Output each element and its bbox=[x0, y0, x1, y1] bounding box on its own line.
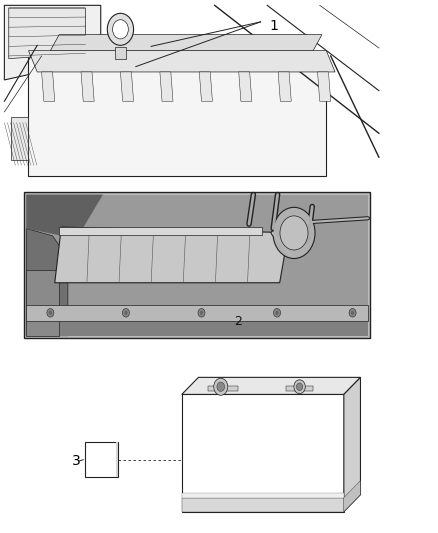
Polygon shape bbox=[160, 72, 173, 101]
Circle shape bbox=[122, 309, 130, 317]
Circle shape bbox=[217, 382, 225, 391]
Circle shape bbox=[198, 309, 205, 317]
Circle shape bbox=[294, 380, 305, 394]
Polygon shape bbox=[50, 35, 322, 51]
Bar bbox=[26, 270, 59, 336]
Polygon shape bbox=[55, 227, 289, 282]
Polygon shape bbox=[344, 481, 360, 512]
Polygon shape bbox=[42, 72, 55, 101]
Circle shape bbox=[124, 311, 128, 315]
Polygon shape bbox=[9, 8, 85, 59]
Polygon shape bbox=[278, 72, 291, 101]
Bar bbox=[116, 442, 118, 477]
Circle shape bbox=[351, 311, 354, 315]
Text: 3: 3 bbox=[72, 454, 81, 468]
Bar bbox=[11, 117, 28, 160]
Bar bbox=[24, 192, 370, 338]
Bar bbox=[26, 318, 368, 336]
Polygon shape bbox=[318, 72, 331, 101]
Circle shape bbox=[280, 216, 308, 250]
Text: 2: 2 bbox=[234, 315, 242, 328]
Circle shape bbox=[273, 207, 315, 259]
Circle shape bbox=[275, 311, 279, 315]
Circle shape bbox=[349, 309, 356, 317]
Bar bbox=[182, 498, 344, 512]
Polygon shape bbox=[120, 72, 134, 101]
Circle shape bbox=[49, 311, 52, 315]
Polygon shape bbox=[26, 229, 68, 336]
Polygon shape bbox=[239, 72, 252, 101]
Bar bbox=[28, 51, 326, 176]
Bar bbox=[26, 305, 368, 321]
Polygon shape bbox=[81, 72, 94, 101]
Circle shape bbox=[107, 13, 134, 45]
Circle shape bbox=[273, 309, 281, 317]
Circle shape bbox=[214, 378, 228, 395]
Polygon shape bbox=[199, 72, 212, 101]
Bar bbox=[59, 227, 261, 236]
Polygon shape bbox=[28, 51, 335, 72]
Bar bbox=[286, 386, 313, 391]
Polygon shape bbox=[344, 377, 360, 512]
Polygon shape bbox=[26, 195, 103, 239]
Circle shape bbox=[47, 309, 54, 317]
Bar bbox=[182, 394, 344, 512]
Circle shape bbox=[113, 20, 128, 39]
Polygon shape bbox=[4, 5, 101, 80]
Bar bbox=[208, 386, 238, 391]
Polygon shape bbox=[182, 377, 360, 394]
Bar bbox=[182, 493, 344, 498]
Bar bbox=[85, 442, 118, 477]
Bar bbox=[4, 5, 383, 184]
Bar bbox=[115, 47, 126, 59]
Text: 1: 1 bbox=[269, 19, 278, 33]
Bar bbox=[26, 195, 368, 336]
Circle shape bbox=[297, 383, 303, 391]
Circle shape bbox=[200, 311, 203, 315]
